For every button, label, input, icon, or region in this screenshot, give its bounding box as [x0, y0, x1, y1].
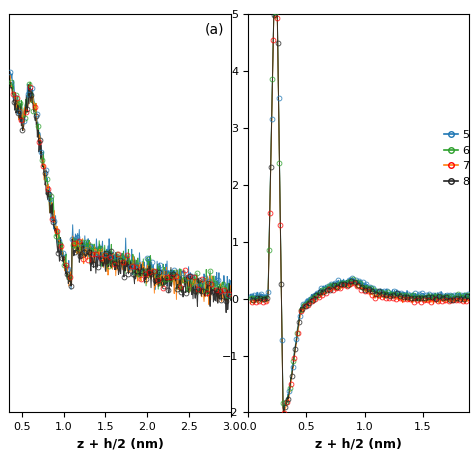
X-axis label: z + h/2 (nm): z + h/2 (nm)	[77, 438, 164, 451]
Legend: 5, 6, 7, 8: 5, 6, 7, 8	[440, 126, 474, 191]
X-axis label: z + h/2 (nm): z + h/2 (nm)	[315, 438, 402, 451]
Text: (a): (a)	[204, 22, 224, 36]
